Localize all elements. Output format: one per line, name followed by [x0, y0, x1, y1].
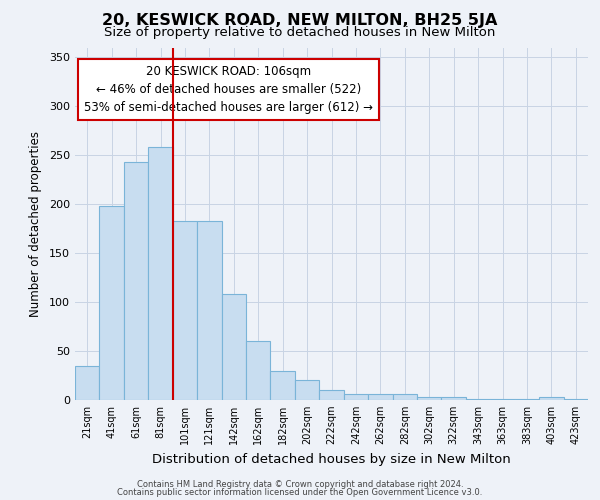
Bar	[124, 162, 148, 400]
X-axis label: Distribution of detached houses by size in New Milton: Distribution of detached houses by size …	[152, 452, 511, 466]
Bar	[271, 370, 295, 400]
Bar	[319, 390, 344, 400]
Bar	[295, 380, 319, 400]
Text: 20, KESWICK ROAD, NEW MILTON, BH25 5JA: 20, KESWICK ROAD, NEW MILTON, BH25 5JA	[103, 12, 497, 28]
Bar	[221, 294, 246, 400]
Bar	[563, 399, 588, 400]
Text: Contains HM Land Registry data © Crown copyright and database right 2024.: Contains HM Land Registry data © Crown c…	[137, 480, 463, 489]
Bar	[442, 397, 466, 400]
Text: 20 KESWICK ROAD: 106sqm
← 46% of detached houses are smaller (522)
53% of semi-d: 20 KESWICK ROAD: 106sqm ← 46% of detache…	[85, 65, 373, 114]
Bar	[344, 394, 368, 400]
Y-axis label: Number of detached properties: Number of detached properties	[29, 130, 42, 317]
Bar	[173, 221, 197, 400]
Text: Contains public sector information licensed under the Open Government Licence v3: Contains public sector information licen…	[118, 488, 482, 497]
Bar	[466, 399, 490, 400]
Bar	[197, 221, 221, 400]
Text: Size of property relative to detached houses in New Milton: Size of property relative to detached ho…	[104, 26, 496, 39]
Bar	[417, 397, 442, 400]
Bar	[539, 397, 563, 400]
Bar	[75, 366, 100, 400]
Bar	[246, 341, 271, 400]
Bar	[392, 394, 417, 400]
Bar	[148, 148, 173, 400]
Bar	[368, 394, 392, 400]
Bar	[100, 206, 124, 400]
Bar	[490, 399, 515, 400]
Bar	[515, 399, 539, 400]
